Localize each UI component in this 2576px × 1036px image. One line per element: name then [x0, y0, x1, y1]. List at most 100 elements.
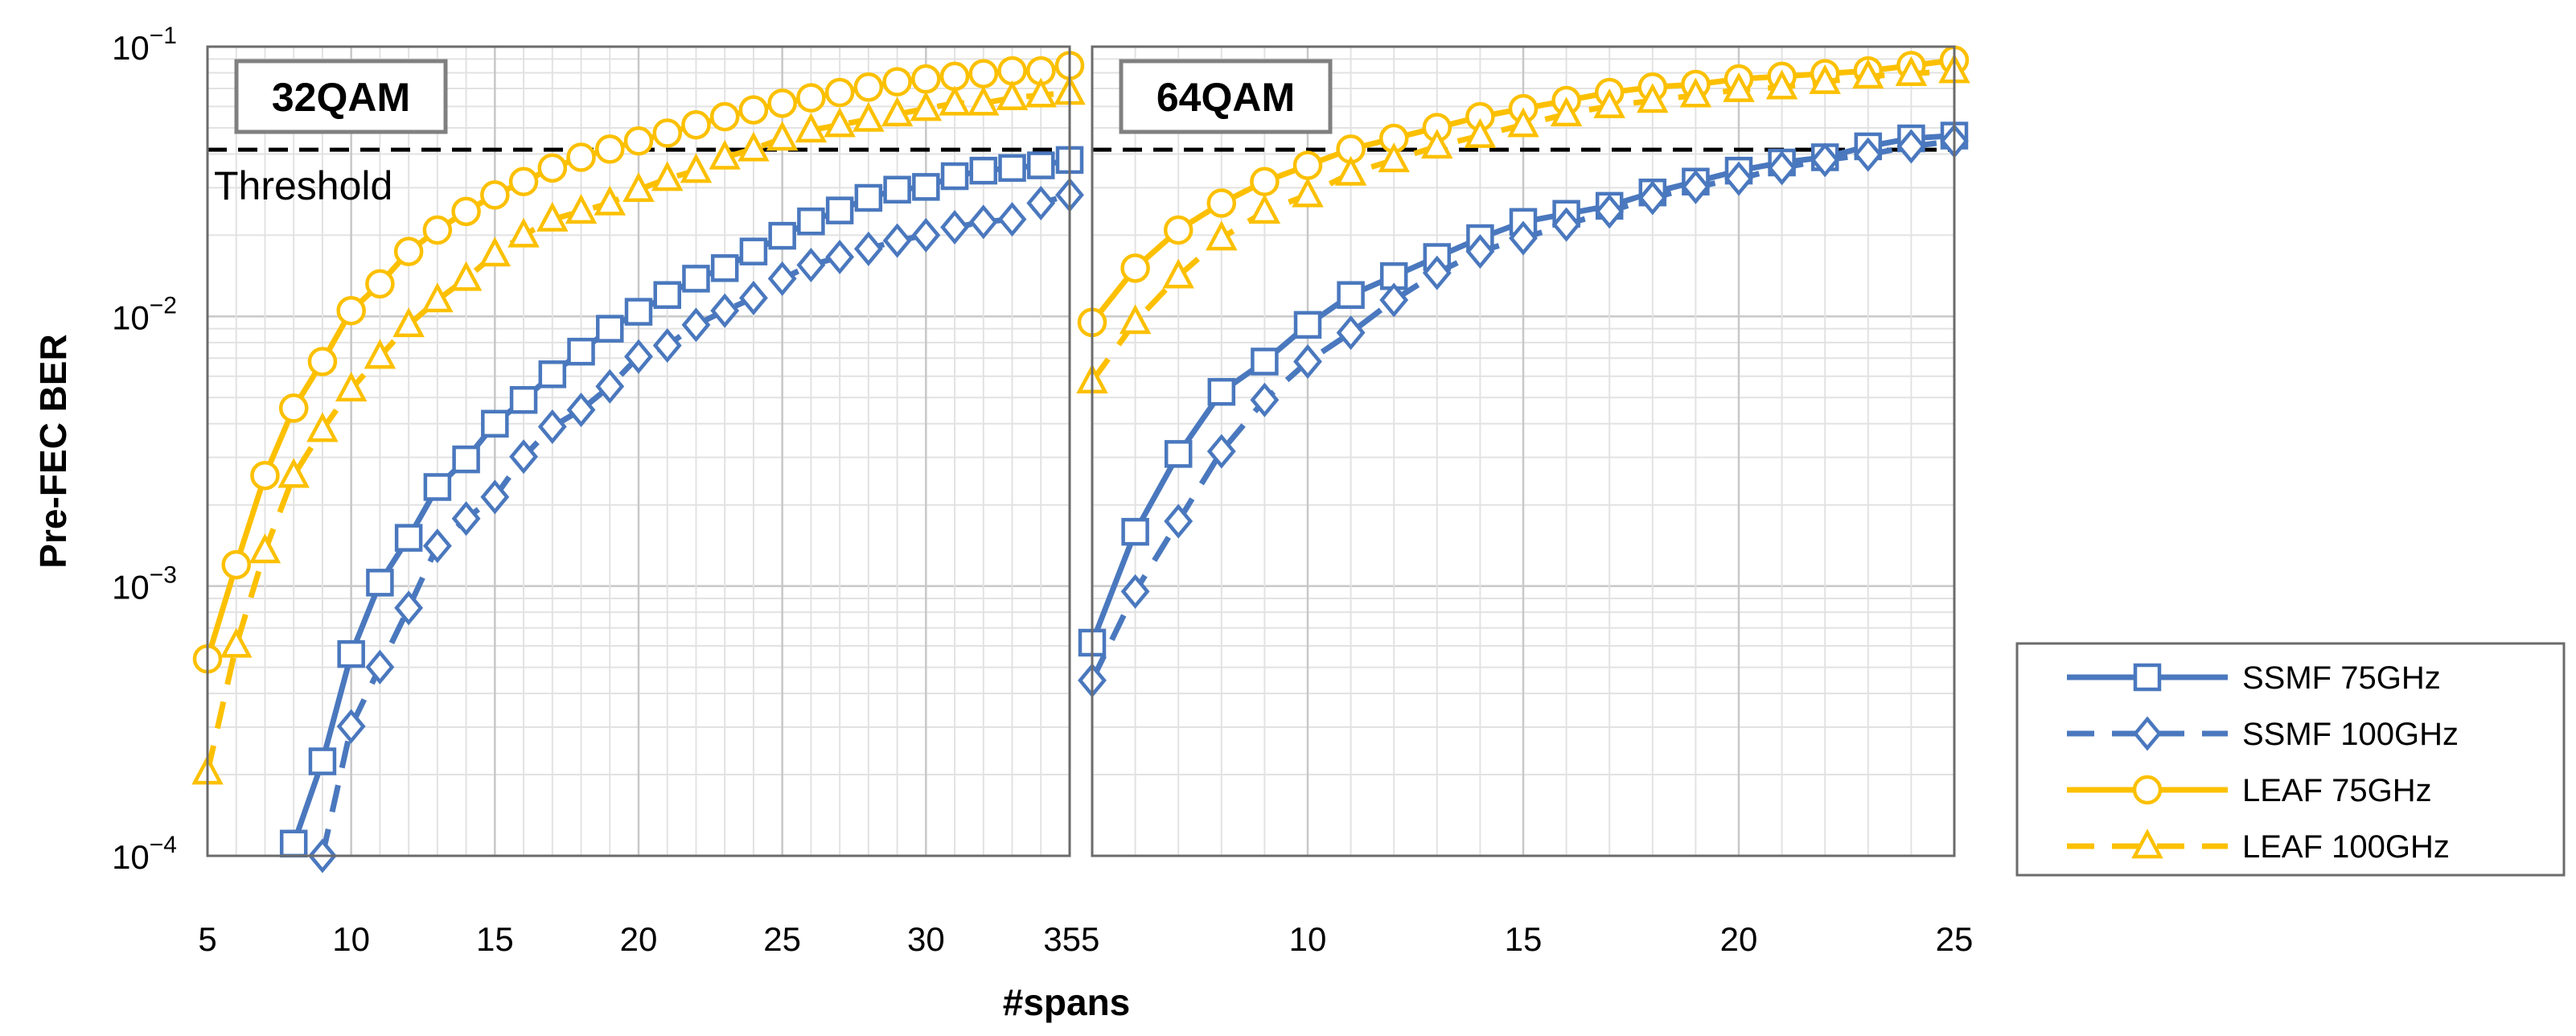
32qam-leaf-75ghz-point	[537, 153, 568, 183]
32qam-leaf-100ghz-point	[910, 91, 943, 121]
32qam-ssmf-75ghz-point	[739, 237, 768, 265]
x-tick-label: 10	[332, 920, 370, 958]
64qam-leaf-100ghz-point	[1723, 72, 1755, 102]
32qam-leaf-75ghz-point	[911, 64, 941, 94]
32qam-ssmf-100ghz-point	[365, 649, 395, 684]
32qam-ssmf-100ghz-point	[767, 261, 797, 296]
32qam-leaf-75ghz-point	[508, 166, 539, 197]
threshold-label: Threshold	[214, 163, 392, 208]
32qam-leaf-100ghz-point	[536, 201, 569, 232]
64qam-plot-frame	[1091, 45, 1956, 857]
32qam-leaf-75ghz-point	[365, 269, 395, 299]
64qam-ssmf-100ghz-point	[1509, 220, 1538, 256]
32qam-leaf-75ghz-point	[853, 72, 884, 102]
64qam-ssmf-100ghz-point	[1465, 234, 1495, 269]
32qam-ssmf-100ghz-point	[796, 247, 826, 283]
32qam-ssmf-75ghz-point	[883, 175, 911, 204]
32qam-leaf-75ghz-point	[882, 67, 912, 97]
32qam-leaf-100ghz-point	[421, 282, 454, 313]
32qam-leaf-75ghz-point	[278, 393, 309, 423]
32qam-ssmf-75ghz-point	[509, 385, 538, 414]
x-tick-label: 15	[476, 920, 514, 958]
64qam-ssmf-100ghz-point	[1206, 434, 1236, 469]
32qam-ssmf-100ghz-point	[509, 439, 538, 475]
32qam-leaf-100ghz-point	[450, 261, 483, 291]
32qam-ssmf-75ghz-point	[624, 298, 653, 326]
32qam-leaf-75ghz-point	[767, 88, 797, 118]
x-tick-label: 20	[620, 920, 658, 958]
32qam-ssmf-100ghz-point	[825, 240, 855, 275]
32qam-leaf-75ghz-point	[566, 142, 596, 172]
32qam-leaf-100ghz-point	[364, 339, 396, 369]
64qam-leaf-100ghz-point	[1593, 88, 1625, 118]
32qam-leaf-100ghz-point	[622, 172, 655, 203]
32qam-leaf-75ghz-point	[480, 180, 510, 210]
64qam-leaf-100ghz-point	[1292, 177, 1324, 208]
64qam-ssmf-100ghz-point	[1853, 137, 1883, 172]
32qam-leaf-100ghz-point	[795, 113, 828, 143]
32qam-leaf-100ghz-point	[392, 307, 425, 338]
64qam-ssmf-100ghz-point	[1250, 382, 1280, 417]
32qam-ssmf-75ghz-point	[682, 265, 710, 293]
32qam-ssmf-75ghz-point	[308, 747, 337, 775]
legend-layer: SSMF 75GHz SSMF 100GHz LEAF 75GHz LEAF 100G…	[2015, 642, 2566, 877]
y-tick-base: 10	[112, 569, 150, 606]
32qam-leaf-75ghz-point	[997, 56, 1027, 86]
64qam-ssmf-75ghz-point	[1207, 377, 1236, 406]
32qam-ssmf-75ghz-point	[653, 281, 681, 310]
64qam-leaf-100ghz-point	[1248, 194, 1281, 224]
64qam-leaf-100ghz-point	[1378, 142, 1410, 173]
32qam-leaf-100ghz-point	[881, 97, 914, 127]
32qam-leaf-75ghz-point	[393, 236, 424, 266]
32qam-leaf-100ghz-point	[306, 412, 339, 442]
64qam-ssmf-75ghz-point	[1121, 517, 1149, 546]
32qam-ssmf-100ghz-point	[566, 393, 596, 428]
x-tick-label: 25	[1936, 920, 1974, 958]
64qam-leaf-100ghz-point	[1421, 129, 1453, 159]
y-tick-exponent: −1	[150, 23, 177, 49]
64qam-leaf-100ghz-point	[1507, 107, 1539, 138]
64qam-leaf-100ghz-point	[1162, 258, 1194, 289]
32qam-leaf-75ghz-point	[939, 61, 970, 92]
32qam-leaf-100ghz-point	[479, 236, 512, 267]
64qam-title-box	[1119, 59, 1333, 134]
64qam-ssmf-100ghz-point	[1164, 504, 1194, 539]
64qam-ssmf-100ghz-point	[1595, 194, 1625, 229]
64qam-leaf-100ghz-point	[1464, 117, 1497, 148]
64qam-leaf-100ghz-point	[1852, 59, 1884, 89]
32qam-ssmf-100ghz-point	[480, 479, 510, 515]
legend-ssmf-100ghz-label: SSMF 100GHz	[2242, 717, 2459, 752]
x-tick-label: 35	[1043, 920, 1081, 958]
32qam-leaf-75ghz-point	[422, 215, 453, 245]
32qam-ssmf-75ghz-point	[366, 569, 394, 597]
32qam-leaf-75ghz-point	[709, 101, 740, 132]
32qam-ssmf-100ghz-point	[422, 528, 452, 564]
64qam-leaf-100ghz-point	[1334, 155, 1367, 186]
64qam-leaf-100ghz-point	[1206, 220, 1238, 251]
32qam-leaf-75ghz-point	[623, 126, 654, 156]
64qam-ssmf-100ghz-point	[1551, 207, 1581, 242]
32qam-leaf-75ghz-point	[824, 77, 855, 108]
32qam-leaf-75ghz-point	[738, 95, 769, 125]
32qam-ssmf-100ghz-point	[624, 339, 653, 374]
64qam-ssmf-75ghz-point	[1164, 440, 1193, 468]
32qam-leaf-100ghz-point	[996, 80, 1029, 110]
32qam-ssmf-100ghz-point	[681, 307, 711, 343]
32qam-leaf-75ghz-point	[336, 295, 366, 326]
32qam-ssmf-100ghz-point	[595, 368, 625, 404]
x-axis-label: #spans	[1003, 981, 1131, 1023]
32qam-ssmf-100ghz-point	[652, 328, 682, 364]
32qam-ssmf-100ghz-point	[882, 223, 912, 258]
32qam-ssmf-100ghz-point	[997, 202, 1027, 237]
y-tick-label: 10−4	[112, 832, 177, 876]
x-tick-label: 5	[1081, 920, 1099, 958]
legend-ssmf-75ghz-marker	[2133, 663, 2162, 692]
32qam-title: 32QAM	[272, 75, 410, 120]
32qam-ssmf-75ghz-point	[854, 183, 883, 212]
64qam-ssmf-100ghz-point	[1422, 255, 1452, 290]
32qam-ssmf-100ghz-point	[394, 590, 424, 626]
y-tick-label: 10−2	[112, 292, 177, 336]
64qam-leaf-100ghz-point	[1550, 97, 1583, 127]
32qam-leaf-75ghz-point	[595, 134, 625, 164]
32qam-leaf-100ghz-point	[824, 107, 856, 138]
